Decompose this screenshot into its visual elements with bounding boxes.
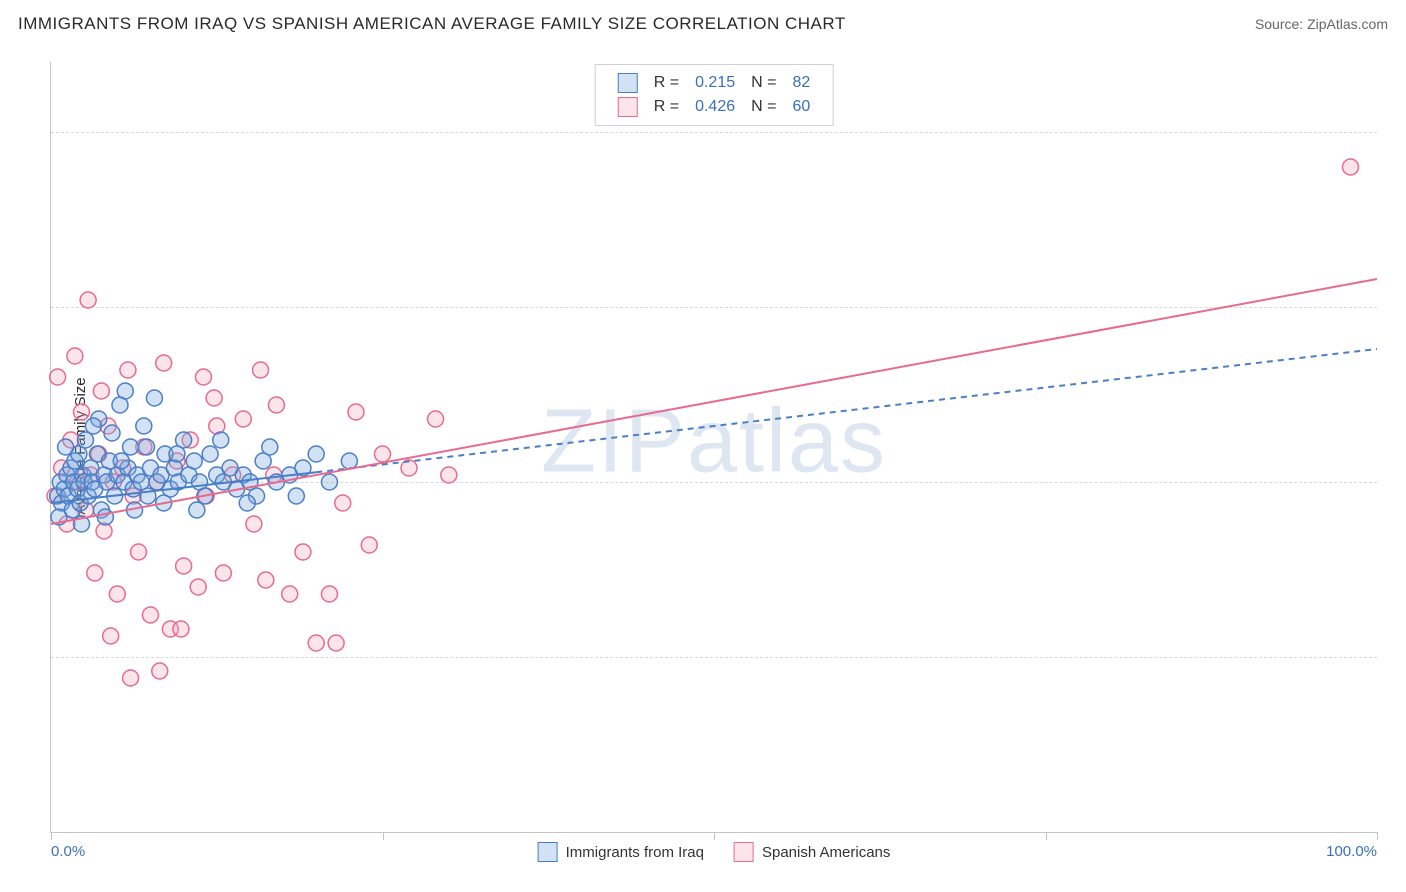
data-point-iraq	[123, 439, 139, 455]
data-point-iraq	[189, 502, 205, 518]
data-point-iraq	[308, 446, 324, 462]
data-point-spanish	[282, 586, 298, 602]
data-point-iraq	[321, 474, 337, 490]
data-point-spanish	[173, 621, 189, 637]
chart-svg	[51, 62, 1377, 832]
data-point-spanish	[50, 369, 66, 385]
data-point-spanish	[142, 607, 158, 623]
data-point-iraq	[262, 439, 278, 455]
data-point-iraq	[97, 509, 113, 525]
r-value-iraq: 0.215	[687, 71, 743, 95]
n-value-spanish: 60	[784, 95, 818, 119]
data-point-spanish	[195, 369, 211, 385]
legend-item-spanish: Spanish Americans	[734, 842, 890, 862]
data-point-iraq	[202, 446, 218, 462]
data-point-spanish	[215, 565, 231, 581]
data-point-iraq	[58, 439, 74, 455]
y-tick-label: 2.25	[1387, 649, 1406, 666]
stats-legend: R = 0.215 N = 82 R = 0.426 N = 60	[595, 64, 834, 126]
data-point-spanish	[295, 544, 311, 560]
data-point-spanish	[103, 628, 119, 644]
legend-label-iraq: Immigrants from Iraq	[566, 844, 704, 861]
x-tick-label: 0.0%	[51, 843, 85, 860]
data-point-spanish	[328, 635, 344, 651]
y-tick-label: 3.50	[1387, 474, 1406, 491]
data-point-spanish	[206, 390, 222, 406]
data-point-iraq	[169, 446, 185, 462]
data-point-spanish	[123, 670, 139, 686]
data-point-spanish	[235, 411, 251, 427]
swatch-iraq	[618, 73, 638, 93]
data-point-spanish	[87, 565, 103, 581]
data-point-spanish	[246, 516, 262, 532]
swatch-spanish-icon	[734, 842, 754, 862]
data-point-spanish	[93, 383, 109, 399]
legend-item-iraq: Immigrants from Iraq	[538, 842, 704, 862]
data-point-spanish	[253, 362, 269, 378]
data-point-iraq	[104, 425, 120, 441]
data-point-spanish	[308, 635, 324, 651]
data-point-spanish	[348, 404, 364, 420]
data-point-spanish	[190, 579, 206, 595]
data-point-spanish	[109, 586, 125, 602]
data-point-iraq	[136, 418, 152, 434]
data-point-spanish	[428, 411, 444, 427]
data-point-spanish	[73, 404, 89, 420]
r-label: R =	[646, 71, 687, 95]
data-point-iraq	[85, 418, 101, 434]
data-point-iraq	[341, 453, 357, 469]
swatch-spanish	[618, 97, 638, 117]
stats-row-spanish: R = 0.426 N = 60	[610, 95, 819, 119]
data-point-spanish	[131, 544, 147, 560]
data-point-spanish	[80, 292, 96, 308]
data-point-spanish	[375, 446, 391, 462]
data-point-iraq	[239, 495, 255, 511]
data-point-spanish	[321, 586, 337, 602]
data-point-iraq	[288, 488, 304, 504]
source-label: Source: ZipAtlas.com	[1255, 16, 1388, 32]
stats-row-iraq: R = 0.215 N = 82	[610, 71, 819, 95]
data-point-spanish	[120, 362, 136, 378]
chart-header: IMMIGRANTS FROM IRAQ VS SPANISH AMERICAN…	[18, 14, 1388, 34]
plot-area: ZIPatlas 2.253.504.756.00 0.0%100.0% R =…	[50, 62, 1377, 833]
data-point-iraq	[117, 383, 133, 399]
data-point-iraq	[186, 453, 202, 469]
y-tick-label: 6.00	[1387, 124, 1406, 141]
data-point-iraq	[113, 453, 129, 469]
n-label: N =	[743, 71, 784, 95]
legend-label-spanish: Spanish Americans	[762, 844, 890, 861]
r-value-spanish: 0.426	[687, 95, 743, 119]
data-point-spanish	[258, 572, 274, 588]
data-point-spanish	[176, 558, 192, 574]
data-point-iraq	[213, 432, 229, 448]
y-tick-label: 4.75	[1387, 299, 1406, 316]
trend-line-spanish	[51, 279, 1377, 524]
data-point-spanish	[361, 537, 377, 553]
r-label: R =	[646, 95, 687, 119]
n-value-iraq: 82	[784, 71, 818, 95]
x-tick-label: 100.0%	[1326, 843, 1377, 860]
data-point-spanish	[1342, 159, 1358, 175]
data-point-spanish	[441, 467, 457, 483]
trend-line-ext-iraq	[316, 349, 1377, 472]
data-point-spanish	[268, 397, 284, 413]
data-point-spanish	[152, 663, 168, 679]
data-point-spanish	[67, 348, 83, 364]
chart-title: IMMIGRANTS FROM IRAQ VS SPANISH AMERICAN…	[18, 14, 846, 34]
data-point-iraq	[138, 439, 154, 455]
data-point-iraq	[146, 390, 162, 406]
series-legend: Immigrants from Iraq Spanish Americans	[538, 842, 891, 862]
data-point-spanish	[156, 355, 172, 371]
data-point-spanish	[335, 495, 351, 511]
swatch-iraq-icon	[538, 842, 558, 862]
n-label: N =	[743, 95, 784, 119]
